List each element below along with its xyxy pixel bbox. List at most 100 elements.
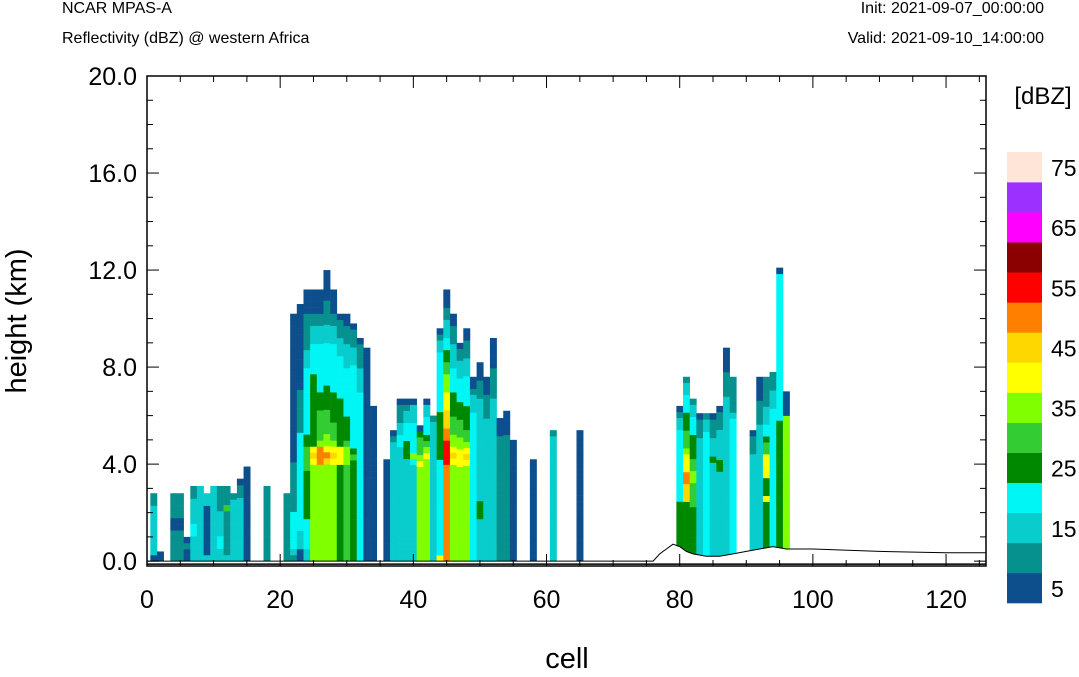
reflectivity-cell bbox=[316, 319, 324, 326]
reflectivity-cell bbox=[722, 512, 730, 519]
reflectivity-cell bbox=[696, 511, 704, 519]
reflectivity-cell bbox=[430, 415, 437, 422]
reflectivity-cell bbox=[436, 525, 444, 532]
reflectivity-cell bbox=[330, 380, 338, 387]
reflectivity-cell bbox=[776, 512, 784, 519]
reflectivity-cell bbox=[776, 365, 784, 372]
reflectivity-cell bbox=[703, 524, 710, 531]
reflectivity-cell bbox=[330, 307, 338, 314]
reflectivity-cell bbox=[203, 493, 211, 500]
reflectivity-cell bbox=[469, 489, 477, 497]
reflectivity-cell bbox=[203, 548, 211, 556]
reflectivity-cell bbox=[436, 483, 444, 490]
reflectivity-cell bbox=[576, 495, 584, 502]
reflectivity-cell bbox=[296, 463, 304, 470]
reflectivity-cell bbox=[756, 531, 764, 538]
reflectivity-cell bbox=[296, 512, 304, 519]
reflectivity-cell bbox=[683, 519, 690, 526]
reflectivity-cell bbox=[323, 451, 331, 459]
reflectivity-cell bbox=[463, 471, 471, 478]
reflectivity-cell bbox=[436, 364, 444, 371]
reflectivity-cell bbox=[283, 524, 291, 531]
reflectivity-cell bbox=[363, 549, 371, 556]
reflectivity-cell bbox=[722, 518, 730, 525]
reflectivity-cell bbox=[436, 340, 444, 347]
reflectivity-cell bbox=[483, 448, 491, 455]
reflectivity-cell bbox=[410, 410, 417, 417]
reflectivity-cell bbox=[350, 329, 358, 336]
reflectivity-cell bbox=[323, 433, 331, 441]
reflectivity-cell bbox=[430, 445, 437, 453]
reflectivity-cell bbox=[283, 493, 291, 500]
reflectivity-cell bbox=[336, 452, 344, 459]
reflectivity-cell bbox=[449, 512, 457, 520]
reflectivity-cell bbox=[463, 376, 471, 383]
reflectivity-cell bbox=[323, 276, 331, 283]
reflectivity-cell bbox=[216, 498, 224, 506]
reflectivity-cell bbox=[689, 440, 697, 448]
reflectivity-cell bbox=[243, 491, 251, 499]
reflectivity-cell bbox=[370, 525, 378, 532]
reflectivity-cell bbox=[782, 445, 790, 453]
reflectivity-cell bbox=[729, 448, 737, 455]
reflectivity-cell bbox=[489, 512, 497, 520]
reflectivity-cell bbox=[676, 489, 684, 496]
reflectivity-cell bbox=[476, 464, 484, 472]
reflectivity-cell bbox=[296, 304, 304, 311]
reflectivity-cell bbox=[416, 555, 424, 562]
reflectivity-cell bbox=[443, 555, 451, 562]
reflectivity-cell bbox=[430, 433, 437, 441]
reflectivity-cell bbox=[436, 531, 444, 538]
reflectivity-cell bbox=[449, 446, 457, 453]
reflectivity-cell bbox=[296, 475, 304, 482]
reflectivity-cell bbox=[782, 451, 790, 459]
reflectivity-cell bbox=[263, 554, 271, 562]
reflectivity-cell bbox=[436, 376, 444, 383]
reflectivity-cell bbox=[430, 439, 437, 447]
reflectivity-cell bbox=[396, 543, 404, 550]
reflectivity-cell bbox=[290, 437, 298, 444]
valid-time: Valid: 2021-09-10_14:00:00 bbox=[847, 30, 1044, 47]
reflectivity-cell bbox=[330, 488, 338, 496]
reflectivity-cell bbox=[343, 434, 351, 441]
x-tick-label: 0 bbox=[140, 586, 154, 614]
reflectivity-cell bbox=[529, 543, 537, 550]
reflectivity-cell bbox=[769, 420, 777, 428]
reflectivity-cell bbox=[456, 549, 464, 556]
reflectivity-cell bbox=[330, 434, 338, 441]
reflectivity-cell bbox=[356, 380, 364, 387]
reflectivity-cell bbox=[283, 517, 291, 525]
reflectivity-cell bbox=[503, 531, 511, 538]
reflectivity-cell bbox=[403, 519, 411, 526]
reflectivity-cell bbox=[310, 398, 318, 405]
reflectivity-cell bbox=[509, 464, 517, 471]
reflectivity-cell bbox=[296, 316, 304, 323]
reflectivity-cell bbox=[343, 518, 351, 526]
reflectivity-cell bbox=[476, 506, 484, 514]
reflectivity-cell bbox=[449, 343, 457, 351]
reflectivity-cell bbox=[463, 387, 471, 395]
reflectivity-cell bbox=[436, 423, 444, 431]
reflectivity-cell bbox=[469, 513, 477, 520]
reflectivity-cell bbox=[463, 459, 471, 466]
reflectivity-cell bbox=[483, 555, 491, 562]
reflectivity-cell bbox=[489, 368, 497, 375]
reflectivity-cell bbox=[316, 355, 324, 363]
reflectivity-cell bbox=[363, 371, 371, 378]
reflectivity-cell bbox=[423, 549, 431, 556]
reflectivity-cell bbox=[350, 501, 358, 508]
reflectivity-cell bbox=[703, 505, 710, 513]
reflectivity-cell bbox=[443, 524, 451, 532]
reflectivity-cell bbox=[676, 531, 684, 538]
reflectivity-cell bbox=[316, 530, 324, 538]
reflectivity-cell bbox=[196, 554, 204, 562]
reflectivity-cell bbox=[489, 458, 497, 465]
reflectivity-cell bbox=[303, 488, 311, 496]
reflectivity-cell bbox=[709, 505, 717, 513]
reflectivity-cell bbox=[390, 531, 397, 538]
reflectivity-cell bbox=[696, 487, 704, 494]
reflectivity-cell bbox=[150, 554, 158, 562]
reflectivity-cell bbox=[463, 549, 471, 556]
reflectivity-cell bbox=[476, 458, 484, 466]
reflectivity-cell bbox=[443, 452, 451, 459]
